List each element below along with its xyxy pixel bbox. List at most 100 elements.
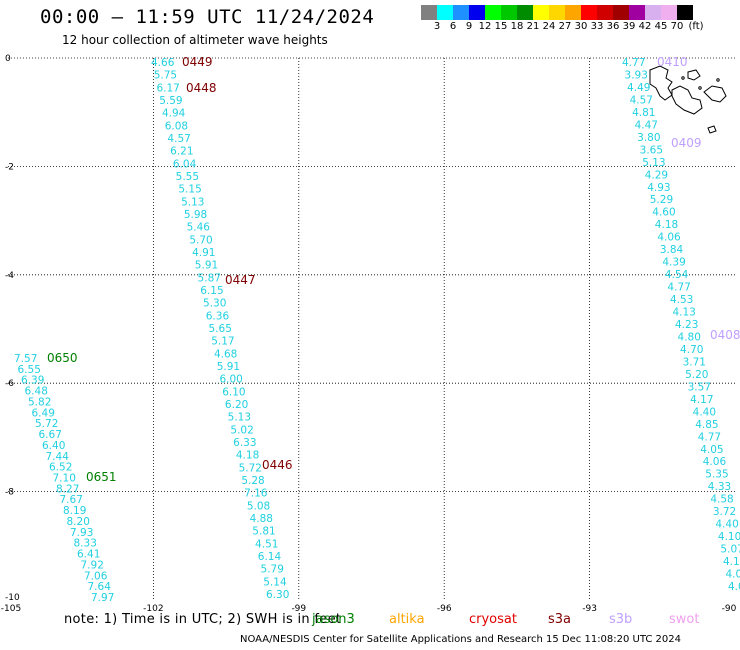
wave-height-value: 4.06 [725,569,740,581]
legend-label: 6 [449,21,457,32]
legend-swatches [421,5,693,20]
wave-height-value: 5.13 [228,412,251,424]
wave-height-value: 5.75 [154,70,177,82]
wave-height-value: 5.07 [720,544,740,556]
wave-height-value: 8.20 [67,516,90,528]
wave-height-value: 3.93 [625,69,648,81]
pass-label: 0446 [262,458,293,472]
wave-height-value: 5.20 [685,369,708,381]
wave-height-value: 4.81 [632,107,655,119]
legend-swatch [645,5,661,20]
wave-height-value: 7.16 [244,488,268,500]
wave-height-value: 8.33 [74,538,97,550]
wave-height-value: 5.91 [217,361,240,373]
wave-height-value: 4.77 [698,431,721,443]
wave-height-value: 6.20 [225,399,248,411]
wave-height-value: 5.02 [230,424,253,436]
wave-height-value: 6.30 [266,589,289,601]
wave-height-value: 4.18 [655,219,678,231]
wave-height-value: 3.65 [640,144,663,156]
wave-height-value: 3.72 [713,506,736,518]
x-tick-label: -90 [722,604,737,614]
legend-swatch [629,5,645,20]
pass-labels: 0449 0448 0447 0446 0650 0651 0409 0408 0410 [47,55,740,484]
legend-labels: 3 6 9 12 15 18 21 24 27 30 33 36 39 42 45 70 (ft) [421,20,704,34]
legend-swatch [549,5,565,20]
wave-height-value: 7.67 [60,494,83,506]
wave-height-value: 4.88 [250,513,273,525]
wave-height-value: 4.77 [622,57,645,69]
y-tick-label: -8 [5,488,14,498]
x-tick-label: -93 [582,604,597,614]
legend-label: 27 [558,21,572,32]
wave-height-value: 4.33 [708,481,731,493]
wave-height-value: 4.17 [690,394,713,406]
galapagos-islands-outline [649,65,727,134]
mission-swot: swot [669,612,700,627]
x-tick-label: -99 [291,604,306,614]
wave-height-value: 8.19 [63,505,86,517]
legend-label: 15 [494,21,508,32]
wave-height-value: 7.92 [81,559,104,571]
x-tick-label: -102 [143,604,163,614]
legend-swatch [453,5,469,20]
wave-height-value: 6.49 [32,407,55,419]
mission-s3b: s3b [609,612,633,627]
wave-height-value: 4.23 [675,319,698,331]
wave-height-value: 3.84 [660,244,684,256]
mission-cryosat: cryosat [469,612,517,627]
legend-swatch [597,5,613,20]
wave-height-value: 5.29 [650,194,673,206]
legend-unit: (ft) [688,21,704,32]
page-title: 00:00 – 11:59 UTC 11/24/2024 [40,6,375,28]
wave-height-value: 4.15 [723,556,740,568]
pass-label: 0650 [47,351,78,365]
wave-height-value: 4.66 [151,57,175,69]
wave-height-value: 4.40 [693,406,716,418]
legend-swatch [517,5,533,20]
wave-height-value: 3.71 [683,356,706,368]
wave-height-value: 5.59 [159,95,182,107]
legend-label: 30 [574,21,588,32]
color-legend: 3 6 9 12 15 18 21 24 27 30 33 36 39 42 45 70 (ft) [421,5,704,34]
wave-height-value: 6.00 [219,374,242,386]
altimeter-tracks: 4.665.756.175.594.946.084.576.216.045.55… [14,57,740,604]
pass-label: 0410 [657,55,688,69]
pass-label: 0447 [225,273,256,287]
wave-height-value: 4.00 [728,581,740,593]
wave-height-value: 4.70 [680,344,703,356]
wave-height-value: 4.54 [665,269,689,281]
y-tick-label: -2 [5,162,14,172]
wave-height-value: 4.47 [635,119,658,131]
wave-height-value: 5.13 [642,157,665,169]
wave-height-value: 4.29 [645,169,668,181]
wave-height-value: 6.21 [170,146,193,158]
legend-swatch [501,5,517,20]
wave-height-value: 6.67 [39,429,62,441]
wave-height-value: 6.15 [200,285,223,297]
x-tick-label: -96 [437,604,452,614]
wave-height-value: 5.70 [189,234,212,246]
legend-swatch [613,5,629,20]
x-tick-label: -105 [1,604,21,614]
wave-height-value: 4.85 [695,419,718,431]
wave-height-value: 4.05 [700,444,723,456]
wave-height-value: 4.06 [657,232,681,244]
wave-height-value: 6.48 [25,386,48,398]
wave-height-value: 4.57 [167,133,190,145]
wave-height-value: 5.13 [181,196,204,208]
wave-height-value: 5.28 [241,475,264,487]
wave-height-value: 4.18 [236,450,259,462]
axis-tick-labels: -105 -102 -99 -96 -93 -90 0 -2 -4 -6 -8 -10 [1,54,737,614]
wave-height-value: 6.41 [77,549,100,561]
wave-height-value: 4.39 [662,257,685,269]
wave-height-value: 5.79 [261,564,284,576]
wave-height-value: 4.94 [162,108,186,120]
wave-height-value: 5.35 [705,469,728,481]
footer-note: note: 1) Time is in UTC; 2) SWH is in fe… [64,612,342,627]
legend-label: 9 [465,21,473,32]
wave-height-value: 6.40 [42,440,65,452]
pass-label: 0448 [186,81,217,95]
wave-height-value: 5.91 [195,260,218,272]
